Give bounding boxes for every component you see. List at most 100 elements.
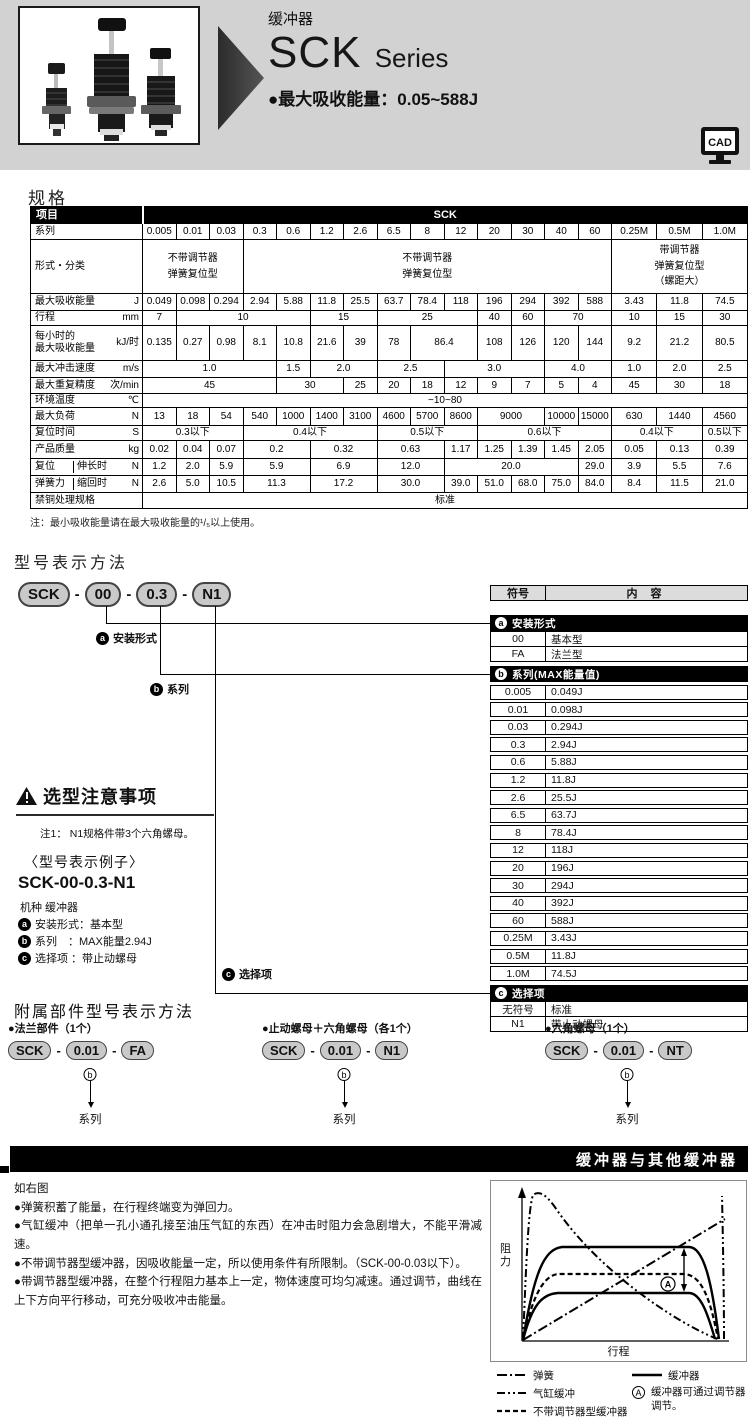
spec-cell: 144 xyxy=(577,325,612,361)
spec-cell: 10 xyxy=(175,310,311,326)
spec-cell: 3.9 xyxy=(610,458,658,476)
spec-cell: 294 xyxy=(510,293,545,311)
spec-cell: 带调节器 弹簧复位型 （螺距大） xyxy=(611,239,748,294)
symbol-cell: 0.6 xyxy=(491,755,546,769)
spec-row-label: 行程 mm xyxy=(30,310,143,326)
spec-cell: 30.0 xyxy=(376,475,445,493)
accessory-series-label: 系列 xyxy=(615,1114,639,1126)
symbol-table-section-mount: a 安装形式 00 基本型 FA 法兰型 xyxy=(490,615,748,662)
legend-label: 气缸缓冲 xyxy=(533,1388,575,1400)
spec-cell: 0.6 xyxy=(276,223,311,240)
spec-row: 系列 0.005 0.01 0.03 0.3 0.6 1.2 2.6 6.5 8 12 20 30 40 6… xyxy=(30,223,749,240)
spec-row: 每小时的 最大吸收能量 kJ/时 0.135 0.27 0.98 8.1 10.8 21.6 39… xyxy=(30,325,749,361)
page-title: SCK Series xyxy=(268,29,478,76)
spec-table: 项目 SCK 系列 0.005 0.01 0.03 0.3 0.6 1.2 2.6 6.5 8 12 20… xyxy=(30,206,749,509)
comparison-text: 如右图 ●弹簧积蓄了能量，在行程终端变为弹回力。 ●气缸缓冲（把单一孔小通孔接至油… xyxy=(14,1180,482,1310)
spec-cell: 15 xyxy=(656,310,703,326)
content-cell: 0.098J xyxy=(551,703,583,716)
comparison-bullet: ●气缸缓冲（把单一孔小通孔接至油压气缸的东西）在冲击时阻力会急剧增大，不能平滑减… xyxy=(14,1220,482,1251)
spec-cell: 54 xyxy=(209,407,244,426)
spec-row: 复位时间 S 0.3以下 0.4以下 0.5以下 0.6以下 0.4以下 0.5以下 xyxy=(30,425,749,441)
spec-cell: 0.63 xyxy=(376,440,445,459)
spec-cell: 2.0 xyxy=(656,360,703,378)
spec-row-label: 禁铜处理规格 xyxy=(30,492,143,509)
svg-text:CAD: CAD xyxy=(708,137,732,149)
example-text: 选择项 ：带止动螺母 xyxy=(35,953,138,965)
pill-separator: - xyxy=(74,586,80,603)
example-model-number: SCK-00-0.3-N1 xyxy=(18,873,136,892)
spec-cell: 5.9 xyxy=(209,458,244,476)
badge-a-icon: a xyxy=(18,917,31,931)
example-line-mount: a 安装形式：基本型 xyxy=(18,916,123,932)
spec-row: 环境温度 ℃ −10~80 xyxy=(30,393,748,408)
arrow-down-icon xyxy=(87,1102,94,1108)
content-cell: 法兰型 xyxy=(551,648,583,661)
content-cell: 2.94J xyxy=(551,738,577,751)
symbol-table-row: FA 法兰型 xyxy=(490,646,748,662)
spec-cell: 8600 xyxy=(443,407,478,426)
spec-cell: 不带调节器 弹簧复位型 xyxy=(242,239,612,294)
symbol-cell: 0.01 xyxy=(491,703,546,717)
symbol-cell: 12 xyxy=(491,843,546,857)
symbol-cell: 6.5 xyxy=(491,808,546,822)
spec-cell: 21.2 xyxy=(656,325,703,361)
spec-cell: 13 xyxy=(142,407,177,426)
callout-option: c 选择项 xyxy=(222,966,272,982)
accessory-series-label: 系列 xyxy=(332,1114,356,1126)
spec-cell: 45 xyxy=(142,377,277,394)
y-axis-label: 阻力 xyxy=(500,1243,511,1269)
symbol-cell: 30 xyxy=(491,879,546,893)
spec-cell: 1.0M xyxy=(701,223,749,240)
spec-cell: 0.02 xyxy=(142,440,177,459)
spec-cell: 4.0 xyxy=(544,360,612,378)
spec-item-header: 项目 xyxy=(30,206,144,224)
symbol-cell: 2.6 xyxy=(491,791,546,805)
spec-cell: 63.7 xyxy=(376,293,411,311)
spec-cell: 1400 xyxy=(309,407,344,426)
acc-pill-series: SCK xyxy=(262,1041,306,1060)
legend-label: 弹簧 xyxy=(533,1370,554,1382)
spec-cell: 15 xyxy=(309,310,378,326)
energy-range: ●最大吸收能量：0.05~588J xyxy=(268,90,479,110)
legend-item-spring: 弹簧 xyxy=(497,1368,628,1383)
spec-cell: 0.27 xyxy=(175,325,210,361)
product-photo xyxy=(18,6,200,145)
solid-swatch-icon xyxy=(632,1373,662,1377)
symbol-table-row: 8 78.4J xyxy=(490,825,748,841)
symbol-cell: FA xyxy=(491,647,546,661)
spec-cell: 0.39 xyxy=(701,440,749,459)
spec-cell: 6.9 xyxy=(309,458,378,476)
spec-cell: 8 xyxy=(410,223,445,240)
spec-cell: 0.32 xyxy=(309,440,378,459)
spec-row-label: 弹簧力 缩回时 N xyxy=(30,475,143,493)
spec-cell: 9000 xyxy=(477,407,545,426)
spec-cell: 7 xyxy=(142,310,177,326)
legend-item-cylinder: 气缸缓冲 xyxy=(497,1386,628,1401)
spec-cell: 11.8 xyxy=(309,293,344,311)
content-cell: 标准 xyxy=(551,1003,572,1016)
content-cell: 3.43J xyxy=(551,932,577,945)
spec-cell: 11.5 xyxy=(656,475,703,493)
connector-line xyxy=(215,993,491,994)
warning-icon xyxy=(16,787,37,805)
spec-row-label: 最大负荷 N xyxy=(30,407,143,426)
machine-label: 机种 缓冲器 xyxy=(20,902,79,914)
spec-cell: 17.2 xyxy=(309,475,378,493)
spec-row-label: 环境温度 ℃ xyxy=(30,393,143,408)
symbol-column-header: 符号 xyxy=(491,586,546,600)
callout-label: 选择项 xyxy=(239,969,272,981)
example-machine-line: 机种 缓冲器 xyxy=(20,899,78,915)
content-cell: 63.7J xyxy=(551,809,577,822)
comparison-intro: 如右图 xyxy=(14,1183,49,1195)
spec-cell: 5.5 xyxy=(656,458,703,476)
comparison-bullet: ●带调节器型缓冲器，在整个行程阻力基本上一定，物体速度可均匀减速。通过调节，曲线… xyxy=(14,1276,482,1307)
page-edge-tab xyxy=(0,1166,9,1173)
symbol-section-bar: a 安装形式 xyxy=(490,615,748,631)
accessory-group-hexnut: ●六角螺母（1个） SCK -0.01- NT b 系列 xyxy=(545,1020,750,1131)
annotation-circle xyxy=(660,1276,676,1292)
content-cell: 25.5J xyxy=(551,791,577,804)
connector-line xyxy=(160,674,491,675)
spec-cell: 30 xyxy=(510,223,545,240)
spec-cell: 11.8 xyxy=(656,293,703,311)
spec-cell: 18 xyxy=(175,407,210,426)
